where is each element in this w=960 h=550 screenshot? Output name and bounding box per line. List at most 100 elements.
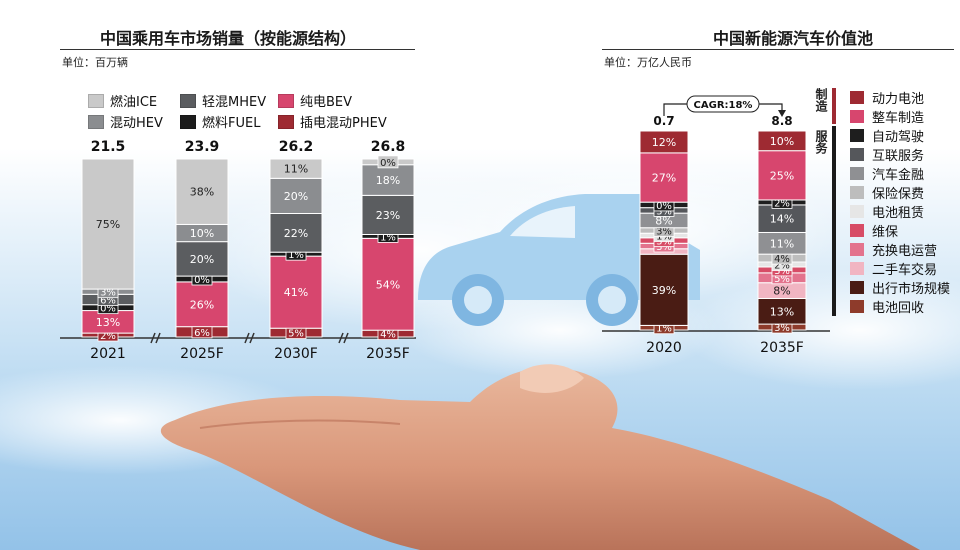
bar-label-2035F-0: 4% xyxy=(380,330,396,341)
value-legend-label-6: 电池租赁 xyxy=(872,206,925,221)
bar-segment-2035F-1 xyxy=(361,237,415,331)
bar-label-2030F-0: 5% xyxy=(288,329,304,340)
bar-label-2035F-2: 1% xyxy=(380,232,396,243)
total-label-2021: 21.5 xyxy=(91,139,126,155)
bar-label-2025F-3: 20% xyxy=(190,253,214,266)
bar-segment-2025F-5 xyxy=(175,158,229,225)
bar-segment-2035F-4 xyxy=(361,164,415,196)
total-label-2030F: 26.2 xyxy=(279,139,314,155)
value-legend-swatch-10 xyxy=(850,281,864,294)
value-legend-item-7: 维保 xyxy=(850,221,898,240)
legend-swatch-bev xyxy=(278,93,294,108)
bar-label-2030F-3: 22% xyxy=(284,227,308,240)
legend-item-phev: 插电混动PHEV xyxy=(278,112,387,131)
value-label-2020-4: 3% xyxy=(656,237,672,248)
axis-break-b-2 xyxy=(343,332,349,344)
right-title-rule xyxy=(602,49,954,50)
bar-label-box-2035F-5 xyxy=(377,155,399,169)
side-bar-manufacture xyxy=(832,88,836,124)
axis-break-b-0 xyxy=(155,332,161,344)
legend-item-hev: 混动HEV xyxy=(88,112,163,131)
car-wheels xyxy=(452,274,638,326)
total-label-2035F: 26.8 xyxy=(371,139,406,155)
side-label-service: 服务 xyxy=(814,130,828,154)
bar-label-2025F-4: 10% xyxy=(190,227,214,240)
right-chart-title: 中国新能源汽车价值池 xyxy=(713,29,874,48)
bar-label-2030F-2: 1% xyxy=(288,250,304,261)
value-legend-label-2: 自动驾驶 xyxy=(872,130,925,145)
hand-icon xyxy=(160,364,921,550)
bar-label-2035F-5: 0% xyxy=(380,158,396,169)
legend-swatch-ice xyxy=(88,93,104,108)
bar-label-2035F-3: 23% xyxy=(376,209,400,222)
value-legend-item-0: 动力电池 xyxy=(850,88,924,107)
bar-label-2030F-1: 41% xyxy=(284,286,308,299)
value-segment-2035F-10 xyxy=(757,150,807,201)
value-legend-item-4: 汽车金融 xyxy=(850,164,924,183)
cagr-arrow-icon xyxy=(778,110,786,117)
bar-label-2035F-4: 18% xyxy=(376,174,400,187)
cagr-pill xyxy=(686,95,760,113)
axis-break-a-2 xyxy=(338,332,344,344)
legend-item-ice: 燃油ICE xyxy=(88,91,157,110)
bar-segment-2030F-4 xyxy=(269,177,323,215)
legend-item-fuel: 燃料FUEL xyxy=(180,112,260,131)
value-legend-label-0: 动力电池 xyxy=(872,92,925,107)
legend-label-mhev: 轻混MHEV xyxy=(202,95,267,110)
value-label-2035F-0: 3% xyxy=(774,323,790,334)
bar-label-2025F-5: 38% xyxy=(190,186,214,199)
value-legend-label-7: 维保 xyxy=(872,225,899,240)
value-label-2020-3: 3% xyxy=(656,242,672,253)
x-tick-2025F: 2025F xyxy=(180,346,224,362)
legend-label-fuel: 燃料FUEL xyxy=(202,116,261,131)
bar-segment-2030F-3 xyxy=(269,213,323,253)
value-legend-swatch-8 xyxy=(850,243,864,256)
value-legend-swatch-9 xyxy=(850,262,864,275)
legend-swatch-mhev xyxy=(180,93,196,108)
side-bar-service xyxy=(832,126,836,316)
bar-label-2035F-1: 54% xyxy=(376,278,400,291)
value-label-2035F-2: 8% xyxy=(773,285,790,298)
value-label-2020-7: 8% xyxy=(655,214,672,227)
value-label-2035F-8: 14% xyxy=(770,213,794,226)
left-chart-title: 中国乘用车市场销量（按能源结构） xyxy=(100,29,357,48)
value-label-2035F-3: 5% xyxy=(774,274,790,285)
value-legend-label-8: 充换电运营 xyxy=(872,244,938,259)
bar-label-2021-3: 6% xyxy=(100,296,116,307)
value-label-2020-9: 0% xyxy=(656,201,672,212)
value-legend-label-5: 保险保费 xyxy=(872,187,925,202)
legend-label-hev: 混动HEV xyxy=(110,116,163,131)
value-legend-swatch-1 xyxy=(850,110,864,123)
value-label-2035F-4: 3% xyxy=(774,266,790,277)
value-label-2035F-6: 4% xyxy=(774,254,790,265)
axis-break-a-0 xyxy=(150,332,156,344)
legend-swatch-fuel xyxy=(180,114,196,129)
value-legend-swatch-5 xyxy=(850,186,864,199)
legend-swatch-phev xyxy=(278,114,294,129)
value-total-2035F: 8.8 xyxy=(771,114,792,128)
value-label-2020-8: 3% xyxy=(656,206,672,217)
bar-segment-2025F-3 xyxy=(175,241,229,277)
bar-label-2025F-2: 0% xyxy=(194,275,210,286)
value-x-tick-2020: 2020 xyxy=(646,340,682,356)
value-label-2035F-10: 25% xyxy=(770,169,794,182)
value-label-2035F-7: 11% xyxy=(770,237,794,250)
x-tick-2021: 2021 xyxy=(90,346,126,362)
value-label-2035F-5: 2% xyxy=(774,260,790,271)
value-legend-swatch-11 xyxy=(850,300,864,313)
value-legend-item-2: 自动驾驶 xyxy=(850,126,924,145)
legend-item-mhev: 轻混MHEV xyxy=(180,91,266,110)
value-legend-label-11: 电池回收 xyxy=(872,301,925,316)
bar-label-2021-0: 2% xyxy=(100,331,116,342)
axis-break-a-1 xyxy=(244,332,250,344)
bar-label-2021-4: 3% xyxy=(100,288,116,299)
left-title-rule xyxy=(60,49,415,50)
left-unit-label: 单位：百万辆 xyxy=(62,56,128,69)
value-legend-label-3: 互联服务 xyxy=(872,149,925,164)
value-legend-swatch-2 xyxy=(850,129,864,142)
value-legend-item-9: 二手车交易 xyxy=(850,259,937,278)
legend-label-ice: 燃油ICE xyxy=(110,95,158,110)
x-tick-2035F: 2035F xyxy=(366,346,410,362)
value-label-2035F-11: 10% xyxy=(770,135,794,148)
value-label-2020-11: 12% xyxy=(652,136,676,149)
